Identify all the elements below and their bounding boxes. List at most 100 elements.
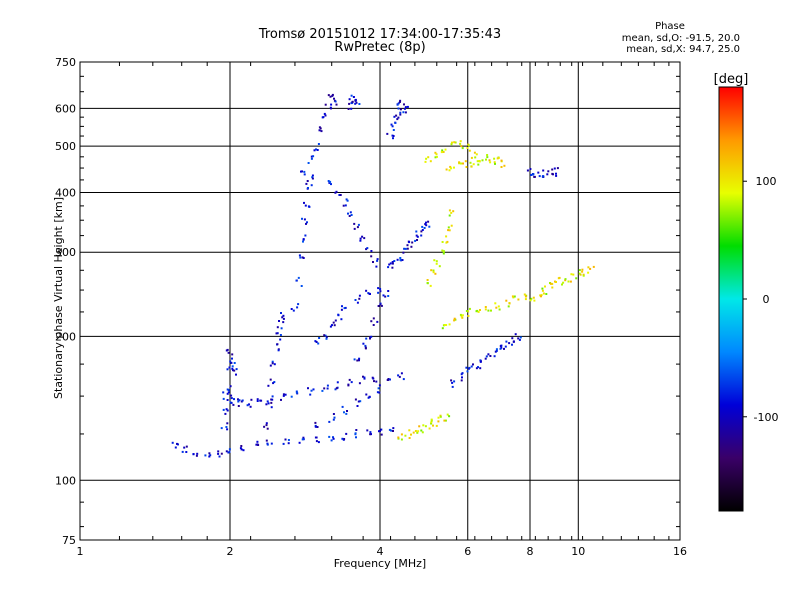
data-point-o — [368, 292, 371, 295]
data-point-o — [398, 101, 401, 103]
data-point-x — [443, 419, 446, 422]
data-point-o — [265, 422, 268, 425]
data-point-o — [376, 391, 379, 394]
colorbar-bar — [718, 86, 744, 512]
data-point-o — [321, 389, 324, 392]
chart-subtitle: RwPretec (8p) — [334, 40, 426, 55]
data-point-o — [377, 387, 380, 390]
data-point-x — [529, 299, 532, 302]
data-point-o — [271, 360, 274, 363]
data-point-o — [235, 373, 237, 376]
data-point-o — [472, 363, 474, 366]
data-point-o — [323, 387, 326, 390]
data-point-x — [443, 324, 446, 326]
data-point-o — [365, 393, 368, 396]
data-point-o — [363, 237, 366, 240]
y-tick-label: 200 — [55, 330, 76, 343]
data-point-x — [445, 235, 448, 238]
data-point-o — [230, 394, 233, 397]
data-point-o — [465, 366, 468, 369]
data-point-o — [314, 421, 317, 424]
data-point-o — [327, 180, 330, 182]
data-point-o — [495, 348, 498, 351]
data-point-o — [326, 384, 329, 387]
colorbar-tick-label: 100 — [756, 175, 777, 188]
data-point-o — [295, 390, 298, 393]
data-point-o — [318, 129, 321, 132]
data-point-o — [315, 440, 318, 443]
data-point-x — [555, 281, 557, 283]
data-point-o — [450, 379, 453, 382]
data-point-o — [345, 412, 348, 415]
data-point-o — [235, 368, 238, 371]
data-point-o — [404, 247, 407, 250]
data-point-x — [544, 285, 546, 288]
data-point-o — [265, 424, 268, 427]
data-point-x — [426, 279, 429, 281]
data-point-o — [390, 123, 393, 126]
data-point-x — [472, 163, 475, 166]
data-point-o — [298, 254, 301, 257]
data-point-o — [318, 337, 321, 339]
data-point-o — [281, 316, 284, 319]
data-point-x — [589, 267, 592, 270]
data-point-o — [354, 98, 357, 101]
data-point-o — [400, 372, 403, 375]
data-point-x — [437, 420, 440, 423]
data-point-o — [406, 105, 409, 108]
data-point-x — [448, 214, 451, 217]
data-point-x — [578, 272, 581, 275]
y-tick-label: 100 — [55, 474, 76, 487]
data-point-x — [448, 229, 451, 232]
data-point-o — [225, 426, 228, 428]
data-point-o — [229, 385, 232, 388]
data-point-x — [461, 316, 464, 319]
data-point-o — [376, 258, 379, 261]
data-point-o — [362, 375, 364, 378]
data-point-x — [582, 274, 585, 277]
data-point-o — [224, 412, 227, 415]
data-point-o — [365, 248, 368, 251]
data-point-o — [399, 257, 402, 259]
data-point-o — [530, 174, 533, 176]
data-point-o — [209, 454, 212, 457]
data-point-o — [217, 452, 220, 455]
data-point-o — [311, 174, 314, 177]
data-point-o — [280, 398, 282, 401]
data-point-o — [227, 391, 230, 394]
data-point-o — [533, 175, 536, 178]
data-point-o — [282, 394, 285, 397]
data-point-o — [397, 374, 400, 377]
data-point-o — [232, 369, 234, 372]
data-point-o — [332, 418, 335, 421]
data-point-o — [387, 290, 390, 292]
data-point-o — [350, 214, 353, 216]
data-point-o — [547, 170, 550, 173]
data-point-o — [282, 442, 285, 445]
data-point-x — [439, 415, 442, 418]
data-point-o — [357, 223, 360, 226]
data-point-x — [460, 162, 462, 165]
data-point-x — [541, 287, 544, 290]
data-point-o — [330, 439, 333, 442]
data-point-o — [196, 452, 199, 455]
data-point-o — [185, 445, 188, 448]
data-point-x — [434, 156, 437, 159]
data-point-o — [499, 347, 502, 350]
data-point-x — [429, 284, 432, 287]
data-point-x — [444, 419, 447, 422]
data-point-o — [479, 367, 482, 370]
data-point-o — [238, 399, 241, 402]
data-point-o — [355, 429, 358, 431]
data-point-o — [276, 343, 279, 346]
data-point-o — [372, 324, 375, 326]
data-point-o — [347, 384, 350, 387]
data-point-o — [453, 380, 456, 383]
data-point-o — [377, 287, 380, 290]
data-point-o — [358, 359, 360, 362]
data-point-o — [226, 392, 229, 395]
data-point-o — [303, 218, 306, 221]
data-point-o — [220, 452, 223, 455]
data-point-x — [408, 429, 411, 432]
data-point-x — [490, 309, 492, 312]
